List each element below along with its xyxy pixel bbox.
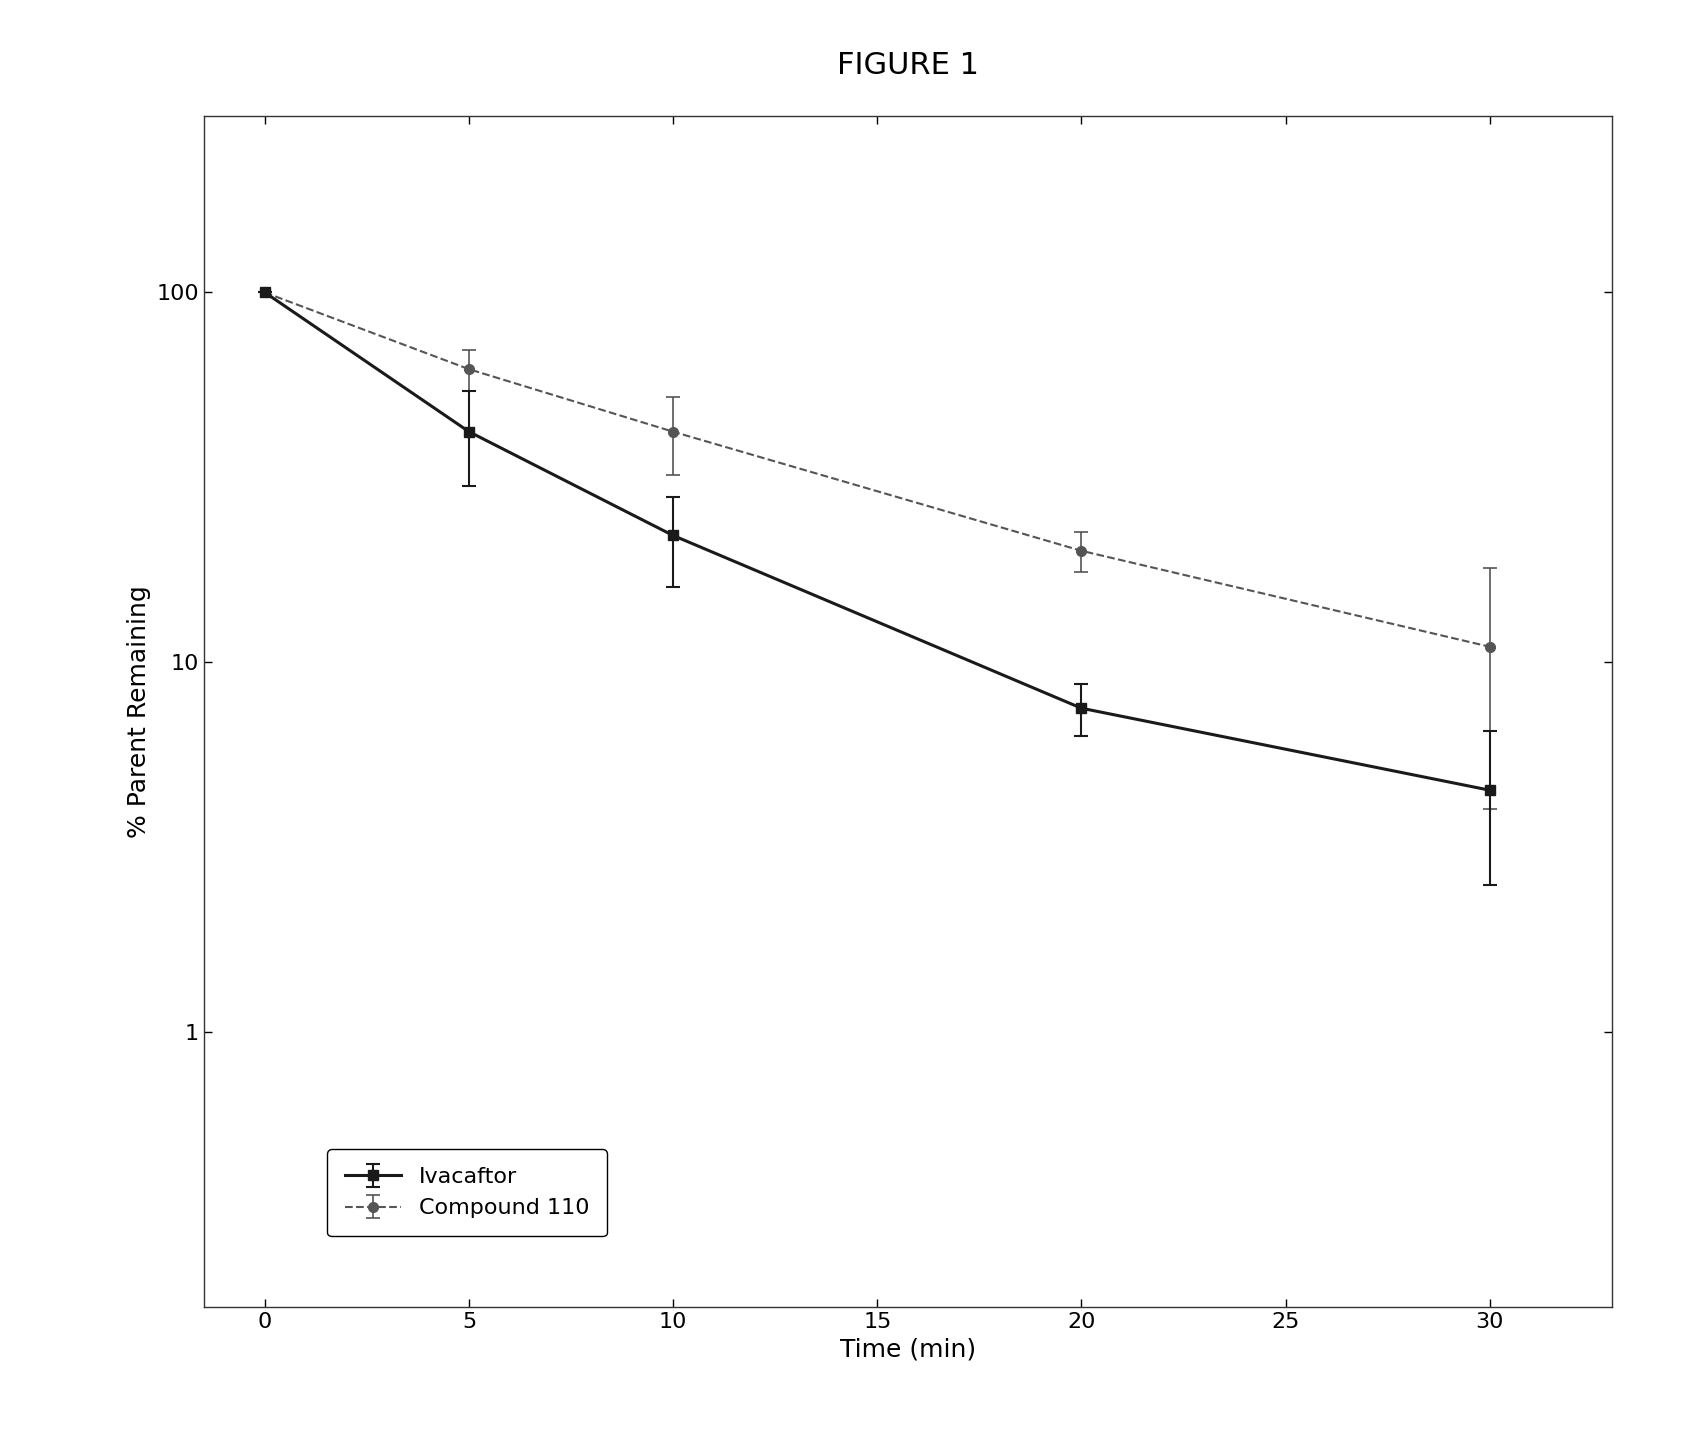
Title: FIGURE 1: FIGURE 1 [837, 51, 979, 80]
Y-axis label: % Parent Remaining: % Parent Remaining [127, 585, 151, 838]
X-axis label: Time (min): Time (min) [840, 1337, 976, 1361]
Legend: Ivacaftor, Compound 110: Ivacaftor, Compound 110 [328, 1150, 608, 1236]
